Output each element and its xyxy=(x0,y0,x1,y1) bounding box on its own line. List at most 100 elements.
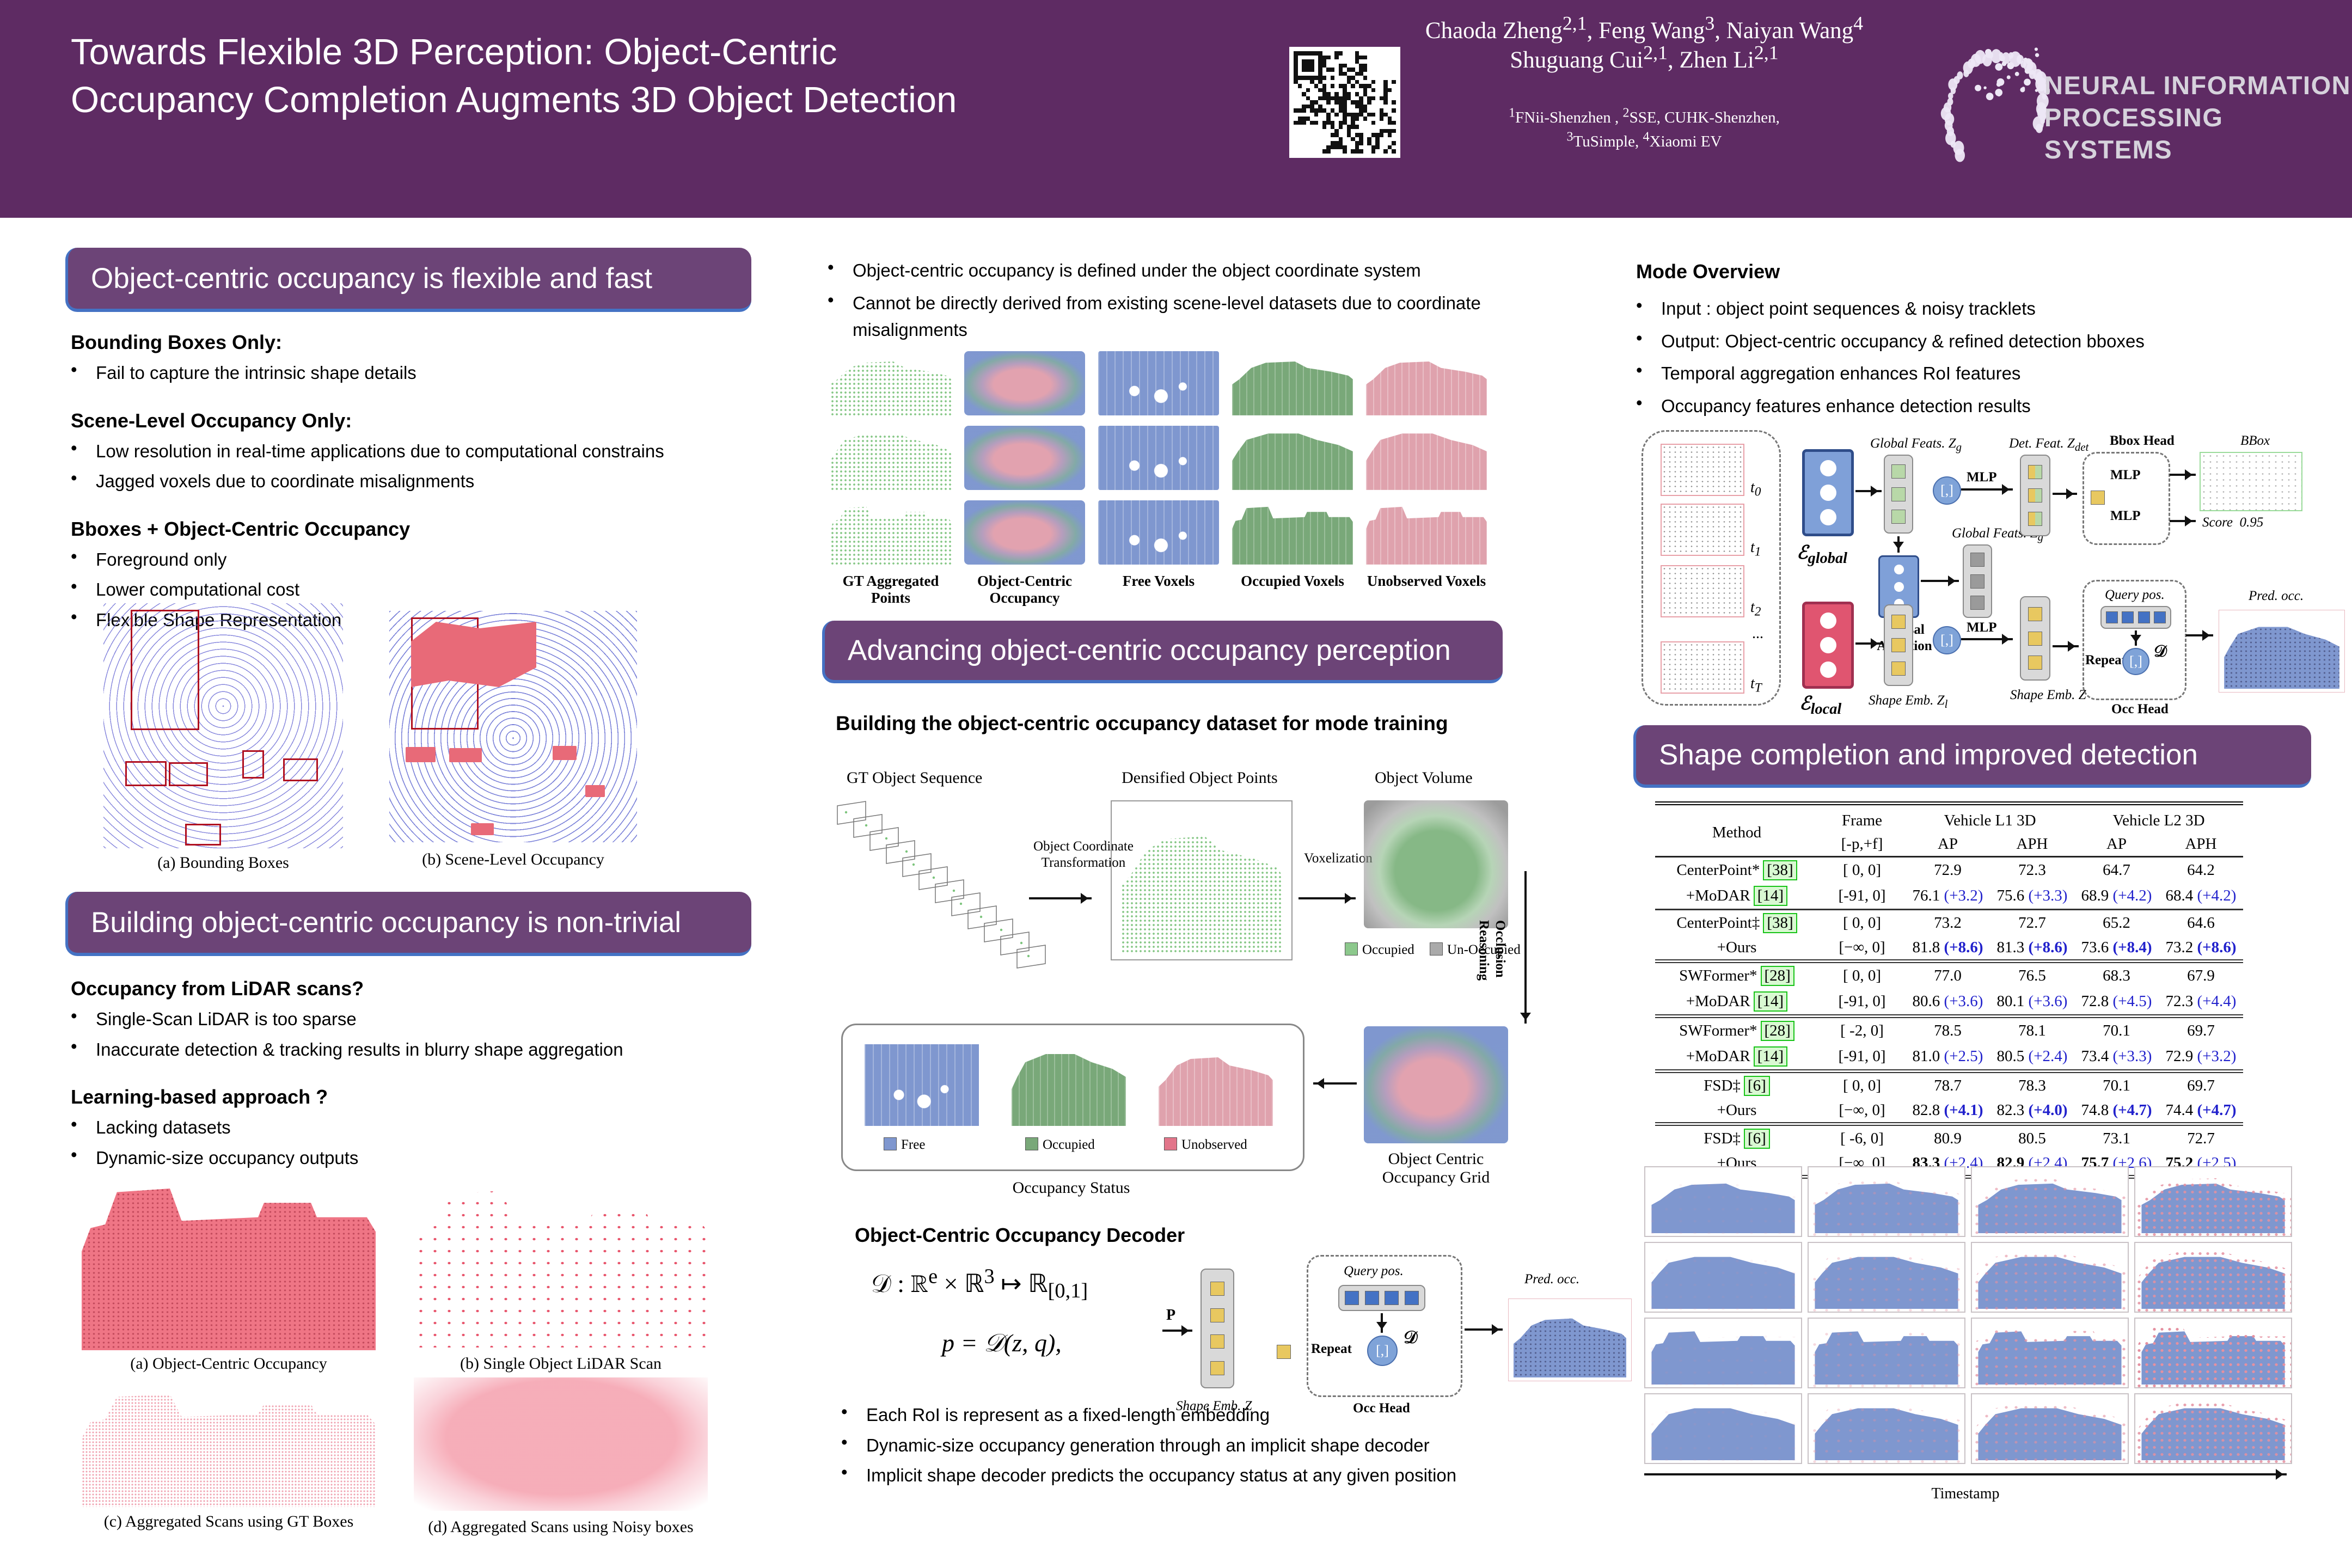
bullet-item: • Low resolution in real-time application… xyxy=(71,438,751,465)
frame-cell: [-91, 0] xyxy=(1838,993,1886,1010)
metric-cell: 72.9 (+3.2) xyxy=(2165,1048,2237,1065)
bullet-item: • Cannot be directly derived from existin… xyxy=(828,290,1514,344)
label-t1: t1 xyxy=(1750,539,1761,559)
block-heading: Bboxes + Object-Centric Occupancy xyxy=(71,517,411,540)
th-frame-range: [-p,+f] xyxy=(1841,835,1883,853)
figure-bbox-out xyxy=(2200,452,2302,511)
label-pred-occ-arch: Pred. occ. xyxy=(2249,589,2304,603)
metric-cell: 68.3 xyxy=(2103,967,2130,984)
table-row: CenterPoint‡ [38] [ 0, 0] 73.2 72.7 65.2 64.6 xyxy=(1655,910,2243,936)
method-cell: SWFormer* [28] xyxy=(1655,961,1818,989)
concat-node-bottom: [,] xyxy=(1933,626,1961,654)
metric-cell: 64.7 xyxy=(2103,861,2130,879)
metric-cell: 73.2 (+8.6) xyxy=(2165,939,2237,956)
label-gt-object-sequence: GT Object Sequence xyxy=(847,769,983,787)
table-row: CenterPoint* [38] [ 0, 0] 72.9 72.3 64.7 64.2 xyxy=(1655,857,2243,884)
metric-cell: 78.7 xyxy=(1934,1077,1962,1094)
bullet-dot: • xyxy=(71,468,77,488)
label-mlp-1: MLP xyxy=(2110,468,2141,482)
affiliations-line-1: 1FNii-Shenzhen , 2SSE, CUHK-Shenzhen, xyxy=(1509,105,1780,126)
unoccupied-legend-swatch xyxy=(1430,942,1443,955)
label-shape-emb-z: Shape Emb. Z xyxy=(1176,1399,1252,1413)
bullet-item: • Implicit shape decoder predicts the occ… xyxy=(841,1462,1522,1489)
authors-line-2: Shuguang Cui2,1, Zhen Li2,1 xyxy=(1510,41,1779,73)
label-mlp-2: MLP xyxy=(2110,509,2141,523)
block-heading: Scene-Level Occupancy Only: xyxy=(71,409,352,432)
table-row: +Ours [−∞, 0] 82.8 (+4.1) 82.3 (+4.0) 74.8 (… xyxy=(1655,1099,2243,1124)
bullet-item: • Lacking datasets xyxy=(71,1114,751,1141)
table-row: +MoDAR [14] [-91, 0] 80.6 (+3.6) 80.1 (+3.6)… xyxy=(1655,989,2243,1016)
table-row: +Ours [−∞, 0] 81.8 (+8.6) 81.3 (+8.6) 73.6 (… xyxy=(1655,936,2243,961)
completion-cell xyxy=(1644,1166,1802,1237)
bullet-item: • Fail to capture the intrinsic shape det… xyxy=(71,359,751,387)
arrow-pred-arch-icon xyxy=(2186,630,2213,641)
label-repeat-arch: Repeat xyxy=(2085,653,2126,667)
th-vehicle-l2: Vehicle L2 3D xyxy=(2112,812,2205,829)
figure-scene-level-occupancy xyxy=(389,611,637,842)
arrow-bbox-icon xyxy=(2170,469,2196,480)
bullet-item: • Jagged voxels due to coordinate misalig… xyxy=(71,468,751,495)
arrow-occlusion-icon xyxy=(1520,871,1531,1024)
label-shape-emb-l: Shape Emb. Zl xyxy=(1869,693,1948,710)
decoder-formula-1: 𝒟 : ℝe × ℝ3 ↦ ℝ[0,1] xyxy=(871,1265,1088,1303)
bullet-item: • Each RoI is represent as a fixed-length… xyxy=(841,1401,1522,1429)
figure-status-free xyxy=(865,1044,979,1126)
occupancy-examples-grid xyxy=(828,348,1490,567)
block-heading: Learning-based approach ? xyxy=(71,1086,328,1108)
metric-cell: 76.1 (+3.2) xyxy=(1912,887,1983,904)
figure-gt-object-sequence xyxy=(837,801,1046,969)
metric-cell: 81.3 (+8.6) xyxy=(1996,939,2068,956)
metric-cell: 67.9 xyxy=(2187,967,2215,984)
neurips-logo-icon xyxy=(1940,47,2050,162)
completion-cell xyxy=(1808,1166,1965,1237)
concat-node: [,] xyxy=(1367,1336,1398,1366)
qr-code-icon xyxy=(1289,47,1400,158)
bullet-item: • Temporal aggregation enhances RoI featu… xyxy=(1636,360,2344,387)
th-ap-l2: AP xyxy=(2106,835,2127,853)
label-repeat: Repeat xyxy=(1311,1342,1352,1356)
occ-head-box-arch: Query pos. Repeat [,] 𝒟 xyxy=(2082,580,2186,700)
section-header-shape-completion: Shape completion and improved detection xyxy=(1633,725,2311,788)
frame-cell: [ -2, 0] xyxy=(1840,1022,1884,1039)
frame-cell: [ -6, 0] xyxy=(1840,1130,1884,1147)
metric-cell: 74.8 (+4.7) xyxy=(2081,1101,2152,1119)
citation-badge: [14] xyxy=(1753,991,1788,1012)
input-frame-tT xyxy=(1661,641,1744,694)
table-row: +MoDAR [14] [-91, 0] 76.1 (+3.2) 75.6 (+3.3)… xyxy=(1655,883,2243,910)
th-aph-l2: APH xyxy=(2185,835,2217,853)
metric-cell: 80.1 (+3.6) xyxy=(1996,993,2068,1010)
bullet-dot: • xyxy=(71,606,77,627)
label-occ-head-arch: Occ Head xyxy=(2111,702,2169,716)
th-vehicle-l1: Vehicle L1 3D xyxy=(1944,812,2036,829)
neurips-logo-text: NEURAL INFORMATION PROCESSING SYSTEMS xyxy=(2044,71,2351,164)
label-enc-local: ℰlocal xyxy=(1799,694,1842,718)
grid-column-label: Object-Centric Occupancy xyxy=(977,573,1072,606)
bullet-dot: • xyxy=(71,1144,77,1165)
figure-single-object-lidar-scan xyxy=(414,1191,708,1347)
occupancy-example-cell xyxy=(1095,423,1222,493)
metric-cell: 72.3 xyxy=(2018,861,2046,879)
occupancy-examples-labels: GT Aggregated Points Object-Centric Occup… xyxy=(828,573,1490,607)
method-cell: +MoDAR [14] xyxy=(1655,989,1818,1016)
caption-fig1a: (a) Bounding Boxes xyxy=(157,854,289,872)
arrow-det-bbox-icon xyxy=(2053,488,2077,499)
authors-line-1: Chaoda Zheng2,1, Feng Wang3, Naiyan Wang… xyxy=(1425,12,1864,44)
col1-text-block-1: Bounding Boxes Only: • Fail to capture the… xyxy=(71,331,751,636)
occupancy-example-cell xyxy=(1095,348,1222,418)
concat-node-occ: [,] xyxy=(2122,648,2149,675)
decoder-formula-2: p = 𝒟(z, q), xyxy=(942,1329,1062,1357)
completion-over-time-grid xyxy=(1644,1166,2292,1464)
occupancy-example-cell xyxy=(961,498,1088,567)
bullet-dot: • xyxy=(828,289,834,310)
label-voxelization: Voxelization xyxy=(1304,851,1373,866)
occ-head-box: Query pos. Repeat [,] 𝒟 xyxy=(1307,1255,1462,1397)
grid-column-label: Unobserved Voxels xyxy=(1367,573,1486,589)
figure-bounding-boxes xyxy=(103,603,343,848)
col3-bullets: • Input : object point sequences & noisy … xyxy=(1636,290,2344,425)
arrow-causal-zg2-icon xyxy=(1921,575,1959,586)
method-cell: +MoDAR [14] xyxy=(1655,883,1818,910)
bullet-item: • Lower computational cost xyxy=(71,576,751,603)
affiliations: 1FNii-Shenzhen , 2SSE, CUHK-Shenzhen, 3T… xyxy=(1394,106,1895,154)
metric-cell: 75.6 (+3.3) xyxy=(1996,887,2068,904)
subhead-dataset-building: Building the object-centric occupancy da… xyxy=(836,712,1448,734)
